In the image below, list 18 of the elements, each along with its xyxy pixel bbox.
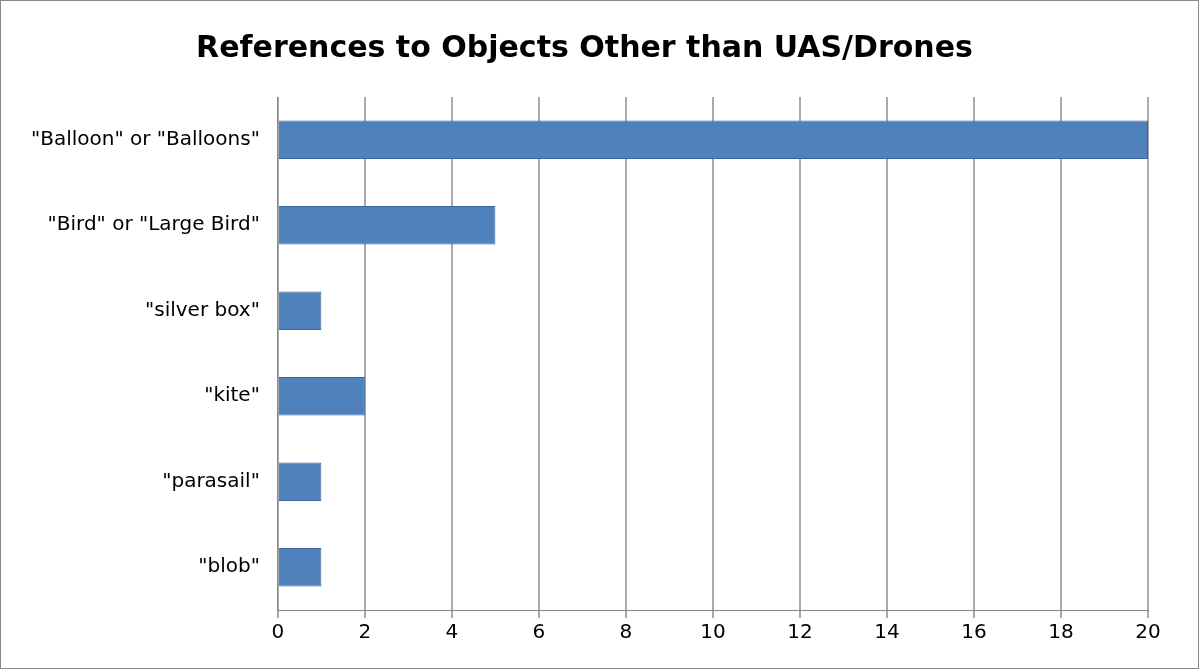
chart-title: References to Objects Other than UAS/Drones	[196, 28, 973, 64]
y-tick-label: "Balloon" or "Balloons"	[30, 125, 260, 150]
x-tick-label: 4	[445, 619, 459, 644]
x-tick-label: 16	[961, 619, 987, 644]
x-tick-label: 12	[787, 619, 813, 644]
y-tick-label: "parasail"	[162, 467, 260, 492]
x-tick-label: 0	[271, 619, 285, 644]
x-tick-label: 20	[1135, 619, 1161, 644]
x-tick-label: 10	[700, 619, 726, 644]
y-tick-label: "silver box"	[145, 296, 260, 321]
y-tick-label: "kite"	[204, 382, 260, 407]
x-tick-label: 2	[358, 619, 372, 644]
x-tick-label: 6	[532, 619, 546, 644]
x-tick-label: 8	[619, 619, 633, 644]
x-tick-label: 14	[874, 619, 900, 644]
y-tick-label: "blob"	[198, 553, 260, 578]
x-tick-label: 18	[1048, 619, 1074, 644]
y-tick-label: "Bird" or "Large Bird"	[47, 211, 260, 236]
